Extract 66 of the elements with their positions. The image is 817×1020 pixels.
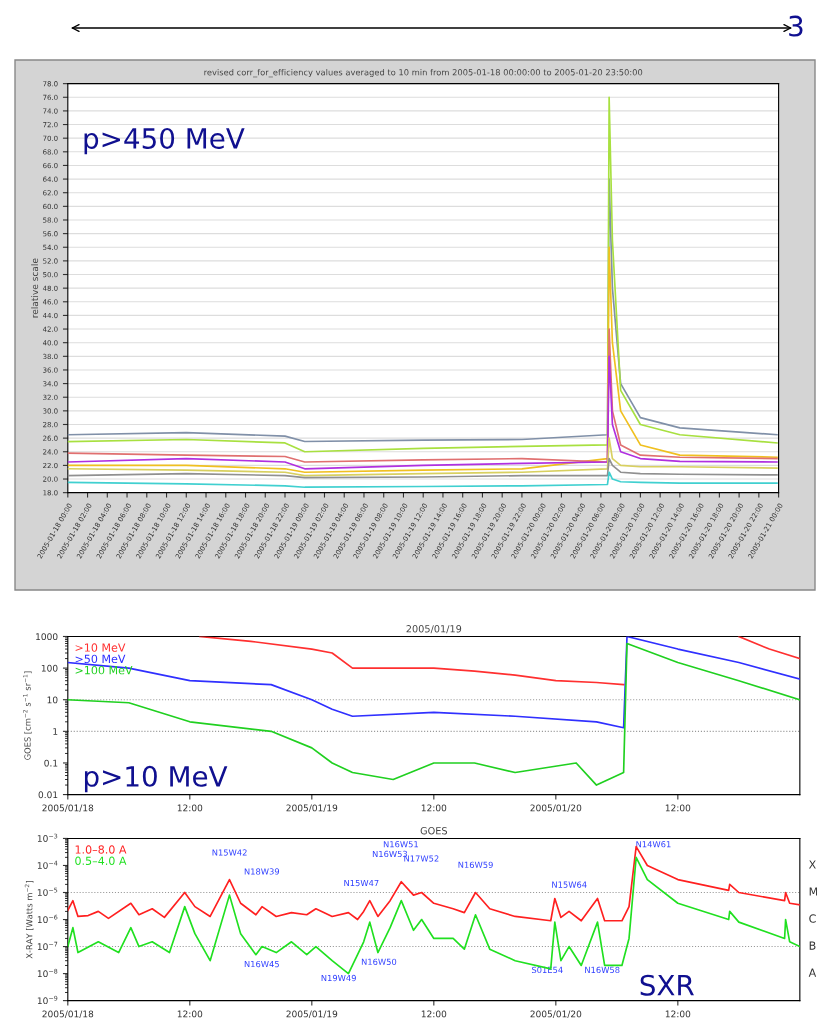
annotation: p>450 MeV xyxy=(84,127,245,155)
chart-title: GOES xyxy=(420,827,448,835)
annotation: N14W61 xyxy=(636,841,671,848)
text: C xyxy=(809,914,816,923)
y-tick-label: 0.1 xyxy=(44,759,58,767)
text: X xyxy=(808,860,816,869)
x-tick-label: 2005/01/19 xyxy=(286,1010,338,1019)
y-axis-title: X-RAY [Watts m$^{−2}$] xyxy=(24,881,34,959)
y-tick-label: 1 xyxy=(53,728,58,735)
annotation: N16W59 xyxy=(458,861,493,868)
y-tick-label: 100 xyxy=(41,664,58,672)
x-tick-label: 2005/01/20 xyxy=(530,804,582,812)
annotation: N19W49 xyxy=(321,974,356,982)
line-series xyxy=(67,328,778,463)
annotation: N16W50 xyxy=(361,958,397,965)
chart-title: revised corr_for_efficiency values averaged to 10 min from 2005-01-18 00:00:00 to 2005-01-20 23:50:00 xyxy=(204,68,643,78)
annotation: N18W39 xyxy=(244,868,280,875)
text: M xyxy=(809,887,817,896)
line-series xyxy=(67,246,778,474)
y-tick-label: 10$^{−5}$ xyxy=(37,887,58,896)
line-series xyxy=(67,471,778,489)
line-series xyxy=(67,437,778,477)
y-tick-label: 0.01 xyxy=(38,791,58,799)
line-series xyxy=(67,457,778,479)
x-tick-label: 2005/01/18 xyxy=(42,1010,94,1019)
line-series xyxy=(67,856,800,975)
annotation: N17W52 xyxy=(404,855,439,862)
text: >100 MeV xyxy=(75,665,133,675)
y-axis-title: GOES [cm$^{−2}$ s$^{−1}$ sr$^{−1}$] xyxy=(23,671,32,760)
text: A xyxy=(808,968,817,977)
annotation: N15W42 xyxy=(212,849,247,856)
y-tick-label: 10$^{−8}$ xyxy=(37,968,58,978)
annotation: N16W45 xyxy=(244,960,279,968)
line-series xyxy=(67,96,778,453)
y-tick-label: 10$^{−4}$ xyxy=(37,860,58,869)
chart-title: 2005/01/19 xyxy=(406,625,462,634)
y-tick-label: 10$^{−9}$ xyxy=(37,995,58,1005)
annotation: N16W51 xyxy=(383,841,418,848)
x-tick-label: 12:00 xyxy=(421,1010,447,1018)
x-tick-label: 12:00 xyxy=(665,1010,691,1018)
x-tick-label: 2005/01/18 xyxy=(42,804,94,812)
annotation: N16W53 xyxy=(372,850,408,858)
annotation: SXR xyxy=(640,974,694,996)
text: 0.5–4.0 A xyxy=(75,856,127,866)
annotation: N15W64 xyxy=(552,881,587,888)
x-tick-label: 12:00 xyxy=(665,804,691,812)
y-axis-title: relative scale xyxy=(31,258,39,318)
text: 1.0–8.0 A xyxy=(75,845,127,854)
y-tick-label: 10$^{−3}$ xyxy=(37,833,58,842)
y-tick-label: 1000 xyxy=(36,633,58,641)
text: >10 MeV xyxy=(75,643,126,652)
x-tick-label: 2005/01/19 xyxy=(286,804,338,812)
x-tick-label: 12:00 xyxy=(421,804,447,812)
line-series xyxy=(67,355,778,470)
text: B xyxy=(809,941,816,950)
text: 3 xyxy=(789,15,803,37)
y-tick-label: 10 xyxy=(47,696,58,704)
annotation: N15W47 xyxy=(344,879,379,887)
annotation: N16W58 xyxy=(585,966,620,974)
series-label: >50 MeV xyxy=(75,654,126,664)
annotation: p>10 MeV xyxy=(84,765,228,793)
y-tick-label: 10$^{−6}$ xyxy=(37,914,58,924)
x-tick-label: 12:00 xyxy=(177,804,203,812)
x-tick-label: 2005/01/20 xyxy=(530,1010,582,1019)
y-tick-label: 10$^{−7}$ xyxy=(37,941,58,951)
x-tick-label: 12:00 xyxy=(177,1010,203,1018)
